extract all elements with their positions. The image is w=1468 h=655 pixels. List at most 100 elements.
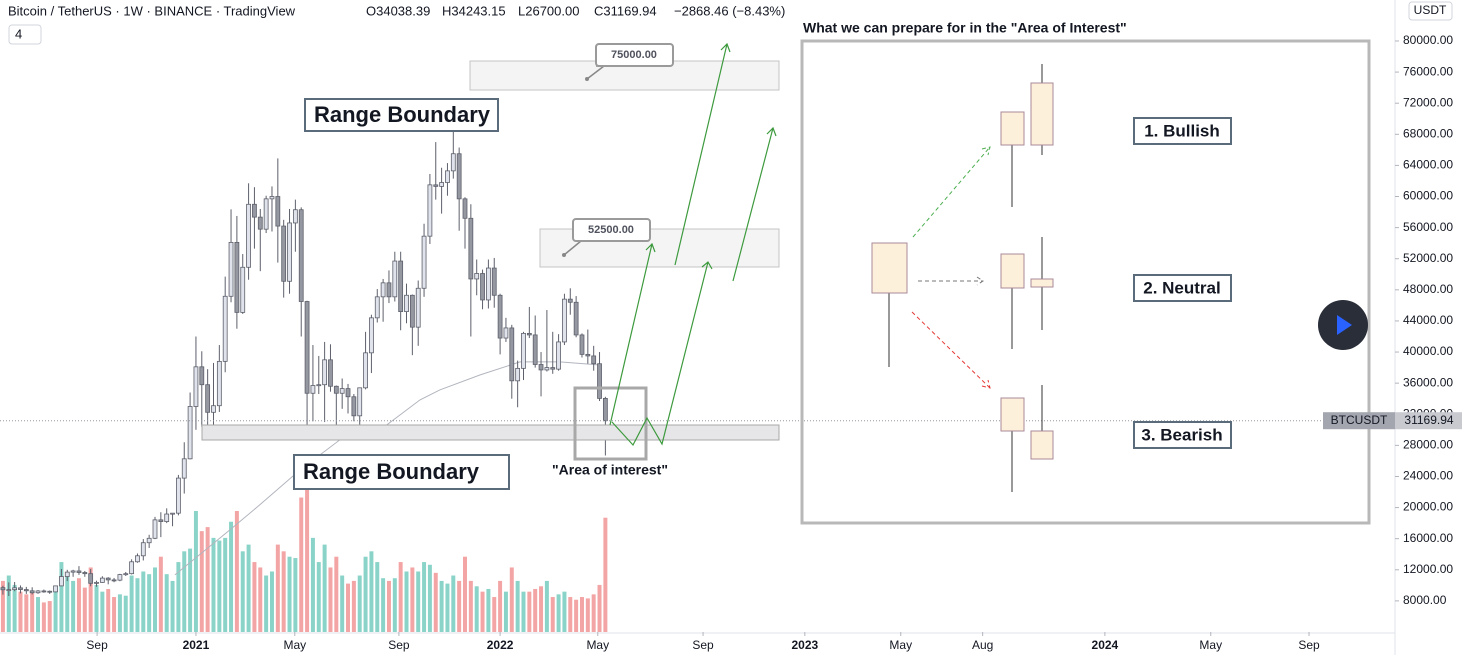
y-tick-label: 60000.00 <box>1403 189 1453 203</box>
area-box <box>573 386 648 461</box>
ohlc-close: C31169.94 <box>594 3 657 18</box>
volume-bar <box>544 580 549 632</box>
volume-bar <box>498 580 503 632</box>
volume-bar <box>65 572 70 632</box>
label-box <box>1133 274 1232 302</box>
candle-body <box>181 458 187 479</box>
volume-bar <box>357 575 362 632</box>
x-tick-label: Sep <box>86 638 108 652</box>
volume-bar <box>539 586 544 632</box>
dashed-arrow <box>911 311 991 389</box>
candle-body <box>333 385 339 394</box>
currency-button[interactable] <box>1408 1 1453 21</box>
candle-body <box>532 334 538 365</box>
candle-body <box>76 570 82 573</box>
candle-body <box>316 384 322 387</box>
candle <box>1030 430 1054 460</box>
volume-bar <box>229 521 234 632</box>
candle-body <box>439 182 444 187</box>
candle-body <box>117 574 123 581</box>
candle-body <box>468 217 474 280</box>
candle-body <box>23 589 29 592</box>
x-tick-label: May <box>586 638 609 652</box>
candle-body <box>135 555 140 563</box>
candle-body <box>357 387 363 417</box>
ohlc-open: O34038.39 <box>366 3 430 18</box>
candle-body <box>310 385 316 394</box>
volume-bar <box>568 597 573 632</box>
candle-body <box>351 396 357 417</box>
candle-body <box>12 587 18 591</box>
volume-bar <box>579 597 584 632</box>
candle-body <box>369 317 374 354</box>
y-tick-label: 20000.00 <box>1403 500 1453 514</box>
candle-body <box>257 216 263 230</box>
label-box <box>1133 117 1232 145</box>
candle-body <box>386 282 392 298</box>
volume-bar <box>36 597 41 632</box>
candle-body <box>509 327 515 382</box>
currency-label[interactable]: USDT <box>1414 3 1447 17</box>
volume-bar <box>24 594 29 632</box>
y-tick-label: 36000.00 <box>1403 375 1453 389</box>
range-label: Range Boundary <box>303 459 480 484</box>
volume-bar <box>562 591 567 632</box>
callout-box <box>595 43 674 67</box>
volume-bar <box>71 580 76 632</box>
volume-bar <box>88 567 93 632</box>
symbol-title: Bitcoin / TetherUS · 1W · BINANCE · Trad… <box>8 3 296 18</box>
candle-body <box>29 590 35 594</box>
volume-bar <box>328 567 333 632</box>
x-tick-label: 2021 <box>183 638 210 652</box>
projection-path <box>674 42 731 266</box>
x-tick-label: 2024 <box>1092 638 1119 652</box>
volume-bar <box>47 601 52 632</box>
volume-bar <box>112 597 117 632</box>
y-tick-label: 76000.00 <box>1403 64 1453 78</box>
ohlc-low: L26700.00 <box>518 3 579 18</box>
x-tick-label: Sep <box>1298 638 1320 652</box>
volume-bar <box>492 597 497 632</box>
candle-body <box>152 519 158 539</box>
candle-body <box>503 327 509 339</box>
candle-body <box>82 572 88 575</box>
indicator-count[interactable]: 4 <box>15 26 22 41</box>
scenario-label: 1. Bullish <box>1144 121 1220 140</box>
drawings: 75000.00 52500.00 Range Boundary Range B… <box>201 20 1371 525</box>
x-tick-label: May <box>889 638 912 652</box>
volume-bar <box>18 591 23 632</box>
callout-dot <box>562 253 566 257</box>
candle-body <box>556 341 561 370</box>
candle-body <box>199 366 205 386</box>
volume-bar <box>574 599 579 632</box>
x-tick-label: May <box>283 638 306 652</box>
volume-bar <box>603 517 608 632</box>
y-tick-label: 16000.00 <box>1403 531 1453 545</box>
candle-body <box>111 579 117 582</box>
symbol-tag-label: BTCUSDT <box>1331 413 1388 427</box>
volume-bar <box>30 593 35 632</box>
volume-bar <box>351 580 356 632</box>
candle-body <box>363 352 368 389</box>
candle-body <box>105 577 111 581</box>
play-icon[interactable] <box>1337 315 1352 335</box>
volume-bar <box>193 510 198 632</box>
indicator-toggle[interactable] <box>8 24 42 45</box>
candle-body <box>0 587 6 591</box>
candle-body <box>491 267 497 296</box>
volume-bar <box>556 594 561 632</box>
volume-bar <box>515 580 520 632</box>
volume-bar <box>234 510 239 632</box>
candle-body <box>409 294 415 328</box>
candle-body <box>193 366 199 407</box>
candle-body <box>187 406 193 460</box>
volume-bar <box>281 551 286 632</box>
axes: 80000.00 76000.00 72000.00 68000.00 64000.00… <box>86 33 1462 652</box>
candle-body <box>123 573 129 576</box>
candle-body <box>456 153 462 200</box>
projection <box>609 42 777 447</box>
candle-body <box>59 576 64 587</box>
volume-bar <box>375 562 380 632</box>
volume-bar <box>82 587 87 632</box>
